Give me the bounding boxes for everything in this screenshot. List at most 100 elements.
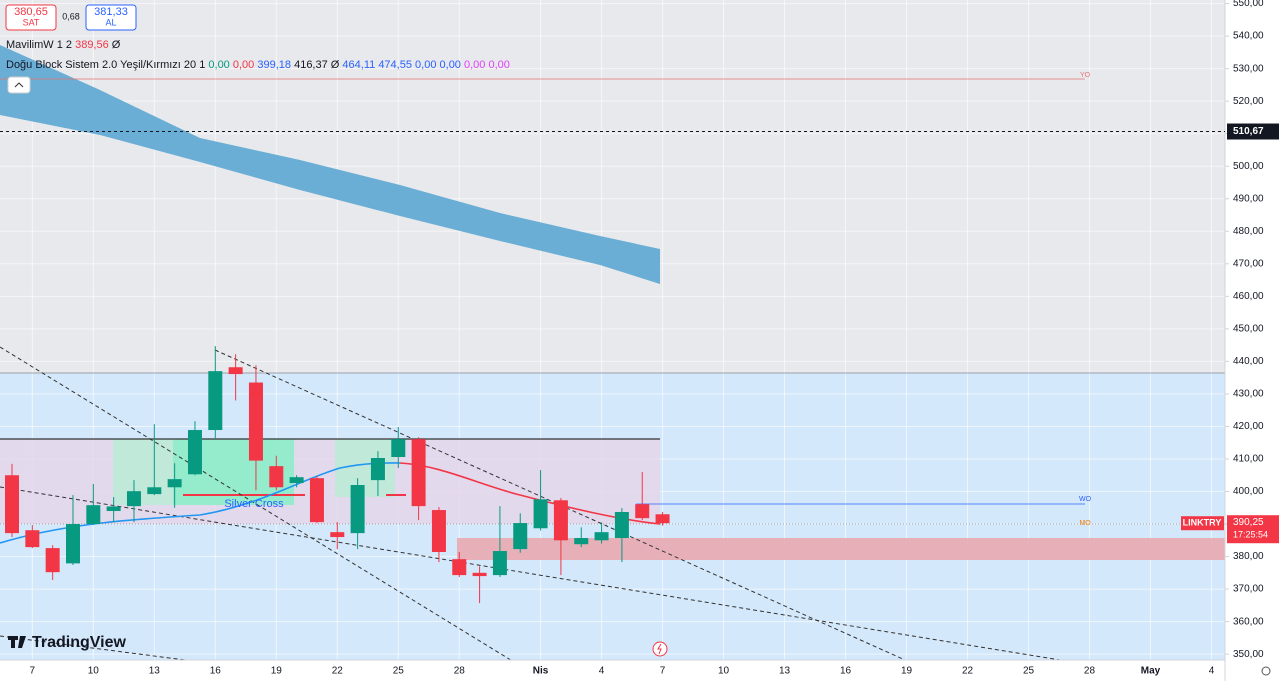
legend-item: Ø	[331, 59, 340, 71]
last-price-box	[1227, 515, 1279, 544]
candle-body	[330, 532, 345, 538]
candle-body	[187, 430, 202, 475]
candle-body	[65, 524, 80, 564]
y-tick-label: 370,00	[1233, 584, 1264, 595]
candle-body	[472, 572, 487, 577]
y-tick-label: 490,00	[1233, 193, 1264, 204]
buy-button[interactable]	[85, 4, 137, 31]
annotation: WO	[1079, 496, 1092, 503]
green-zone	[335, 439, 395, 497]
x-tick-label: 19	[271, 666, 283, 677]
annotation: Silver Cross	[224, 498, 284, 510]
y-tick-label: 380,00	[1233, 551, 1264, 562]
candles	[5, 346, 670, 604]
candle-body	[574, 538, 589, 545]
indicator-legend: Doğu Block Sistem 2.0 Yeşil/Kırmızı 20 1…	[6, 59, 510, 71]
candle-body	[492, 551, 507, 576]
candle-body	[86, 505, 101, 525]
candle-body	[289, 477, 304, 484]
legend-item: 0,00	[488, 59, 509, 71]
green-zone	[113, 439, 173, 505]
y-tick-label: 350,00	[1233, 649, 1264, 660]
candle-body	[5, 475, 19, 534]
candle-body	[350, 484, 365, 534]
x-tick-label: 22	[332, 666, 344, 677]
candle-body	[126, 491, 141, 507]
x-tick-label: 13	[149, 666, 161, 677]
legend-item: 0,00	[208, 59, 229, 71]
candle-body	[370, 457, 385, 481]
legend-item: 464,11	[342, 59, 375, 71]
price-axis	[1225, 0, 1280, 681]
candle-body	[553, 500, 568, 541]
legend-item: 0,00	[440, 59, 461, 71]
x-tick-label: 25	[393, 666, 405, 677]
annotation: MO	[1079, 520, 1091, 527]
price-line-label: 510,67	[1233, 126, 1264, 137]
y-tick-label: 410,00	[1233, 454, 1264, 465]
candle-body	[452, 559, 467, 576]
cloud-band	[0, 45, 660, 284]
candle-body	[228, 367, 243, 375]
legend-item: 0,00	[464, 59, 485, 71]
candle-body	[269, 466, 284, 488]
sell-button[interactable]	[5, 4, 57, 31]
countdown: 17:25:54	[1233, 530, 1268, 540]
logo: TradingView	[32, 634, 127, 651]
legend-item: Doğu Block Sistem 2.0 Yeşil/Kırmızı 20 1	[6, 59, 205, 71]
buy-price[interactable]: 381,33	[94, 6, 128, 18]
y-tick-label: 460,00	[1233, 291, 1264, 302]
legend-item: 389,56	[75, 39, 109, 51]
y-tick-label: 400,00	[1233, 486, 1264, 497]
x-tick-label: 22	[962, 666, 974, 677]
candle-body	[533, 499, 548, 529]
sell-price[interactable]: 380,65	[14, 6, 48, 18]
sell-label[interactable]: SAT	[23, 17, 40, 27]
event-icon[interactable]	[657, 643, 662, 655]
candle-body	[513, 523, 528, 550]
x-tick-label: 13	[779, 666, 791, 677]
x-tick-label: 28	[1084, 666, 1096, 677]
legend-item: 474,55	[378, 59, 412, 71]
candle-body	[411, 439, 426, 507]
collapse-icon[interactable]	[14, 82, 24, 88]
x-tick-label: May	[1141, 666, 1161, 677]
y-tick-label: 530,00	[1233, 63, 1264, 74]
candle-body	[45, 548, 60, 573]
x-tick-label: 7	[30, 666, 36, 677]
annotation: YO	[1080, 72, 1091, 79]
x-tick-label: 7	[660, 666, 666, 677]
x-tick-label: 28	[454, 666, 466, 677]
y-tick-label: 420,00	[1233, 421, 1264, 432]
support-zone	[457, 538, 1225, 560]
x-tick-label: 19	[901, 666, 913, 677]
y-tick-label: 520,00	[1233, 96, 1264, 107]
candle-body	[431, 510, 446, 553]
collapse-button[interactable]	[7, 76, 31, 94]
indicator-legend: MavilimW 1 2 389,56 Ø	[6, 39, 121, 51]
settings-icon[interactable]	[1261, 666, 1271, 676]
legend-item: 0,00	[233, 59, 254, 71]
candle-body	[655, 514, 670, 524]
y-tick-label: 480,00	[1233, 226, 1264, 237]
candle-body	[248, 382, 263, 461]
symbol-label: LINKTRY	[1183, 518, 1222, 528]
y-tick-label: 450,00	[1233, 324, 1264, 335]
y-tick-label: 430,00	[1233, 389, 1264, 400]
candle-body	[147, 487, 162, 495]
y-tick-label: 500,00	[1233, 161, 1264, 172]
price-line-box	[1227, 123, 1279, 140]
x-tick-label: 10	[718, 666, 730, 677]
x-tick-label: Nis	[533, 666, 549, 677]
candle-body	[614, 511, 629, 539]
x-tick-label: 10	[88, 666, 100, 677]
buy-label[interactable]: AL	[105, 17, 116, 27]
time-axis	[0, 660, 1225, 681]
candle-body	[594, 532, 609, 541]
candle-body	[106, 506, 121, 512]
x-tick-label: 4	[1209, 666, 1215, 677]
spread: 0,68	[62, 11, 80, 21]
x-tick-label: 4	[599, 666, 605, 677]
last-price-label: 390,25	[1233, 517, 1264, 528]
